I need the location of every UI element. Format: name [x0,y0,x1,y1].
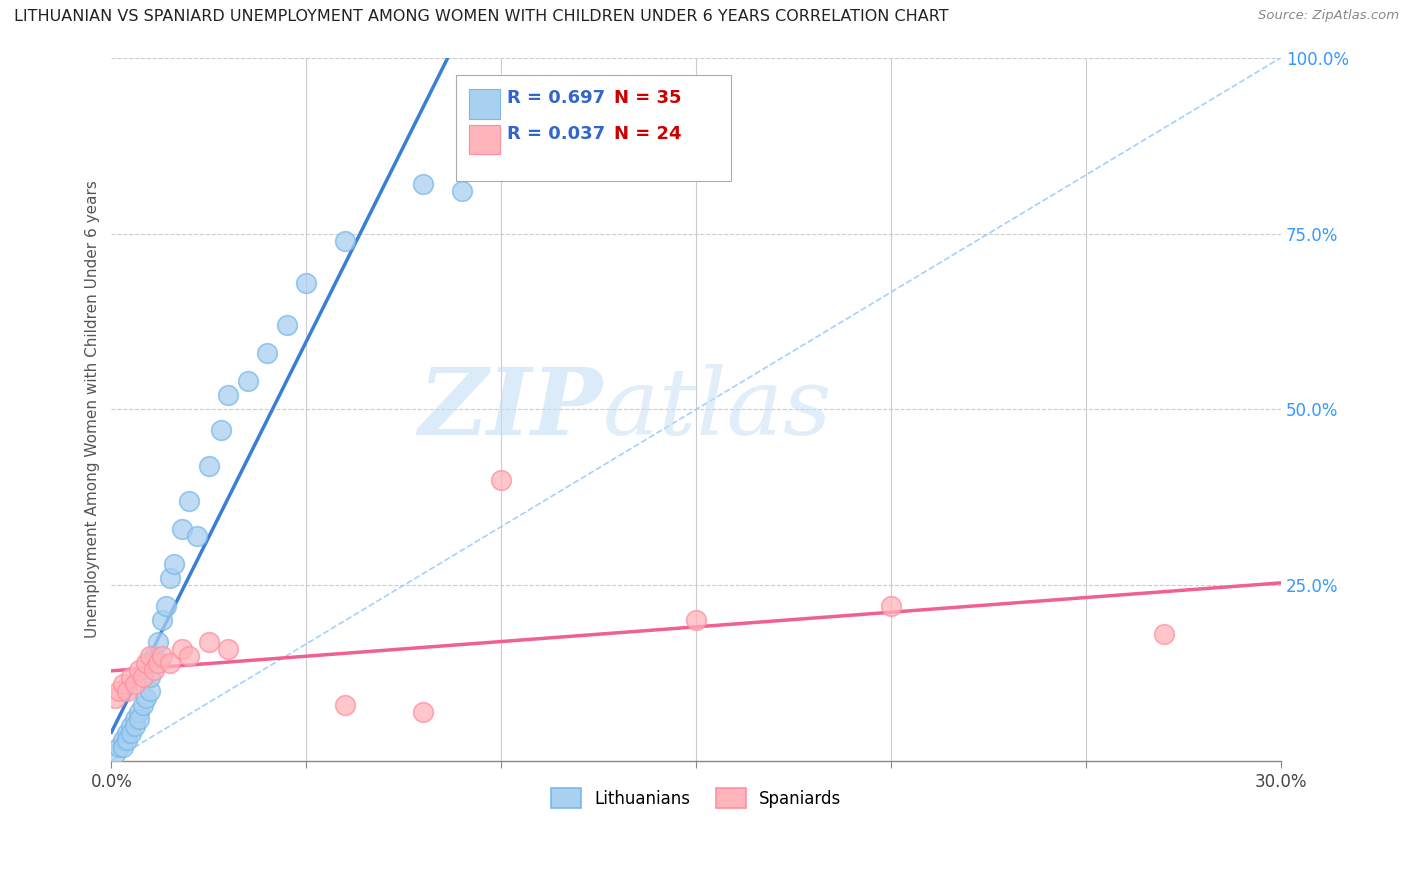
Point [217,641,239,656]
Point [108,683,131,698]
Point [335,698,357,712]
Point [131,670,153,684]
Point [131,698,153,712]
Point [412,178,434,192]
Point [685,614,707,628]
Point [412,705,434,719]
Point [120,719,142,733]
Text: ZIP: ZIP [419,364,603,454]
Point [115,726,138,740]
Text: LITHUANIAN VS SPANIARD UNEMPLOYMENT AMONG WOMEN WITH CHILDREN UNDER 6 YEARS CORR: LITHUANIAN VS SPANIARD UNEMPLOYMENT AMON… [14,9,949,24]
Point [112,676,135,690]
Point [880,599,903,614]
Point [1153,627,1175,641]
Text: atlas: atlas [603,364,832,454]
Point [150,648,173,663]
Point [135,690,157,705]
Point [128,712,150,726]
FancyBboxPatch shape [457,75,731,181]
Point [335,234,357,248]
Point [159,571,181,585]
Point [108,739,131,754]
Point [104,690,127,705]
Text: R = 0.697: R = 0.697 [506,89,605,107]
Point [120,670,142,684]
Point [179,493,201,508]
Point [124,676,146,690]
Point [276,318,298,332]
Point [128,705,150,719]
Point [198,634,221,648]
Point [163,557,186,571]
Point [115,733,138,747]
Point [179,648,201,663]
Point [170,641,193,656]
Point [159,656,181,670]
Text: Source: ZipAtlas.com: Source: ZipAtlas.com [1258,9,1399,22]
Point [143,648,166,663]
Point [139,670,162,684]
Point [104,747,127,761]
Text: N = 35: N = 35 [614,89,682,107]
Text: N = 24: N = 24 [614,125,682,143]
Point [112,733,135,747]
Point [236,374,259,388]
FancyBboxPatch shape [470,125,499,154]
Point [186,529,208,543]
Point [217,388,239,402]
Point [451,184,474,198]
Point [170,522,193,536]
Point [155,599,177,614]
Point [128,663,150,677]
Point [120,726,142,740]
Point [124,719,146,733]
Y-axis label: Unemployment Among Women with Children Under 6 years: Unemployment Among Women with Children U… [86,180,100,639]
Point [256,346,278,360]
Text: R = 0.037: R = 0.037 [506,125,605,143]
Legend: Lithuanians, Spaniards: Lithuanians, Spaniards [543,780,849,816]
Point [112,739,135,754]
Point [209,424,232,438]
Point [115,683,138,698]
Point [139,648,162,663]
Point [143,663,166,677]
Point [148,634,170,648]
Point [135,656,157,670]
Point [124,712,146,726]
Point [148,656,170,670]
FancyBboxPatch shape [470,89,499,119]
Point [491,473,513,487]
Point [198,458,221,473]
Point [150,614,173,628]
Point [139,683,162,698]
Point [295,276,318,290]
